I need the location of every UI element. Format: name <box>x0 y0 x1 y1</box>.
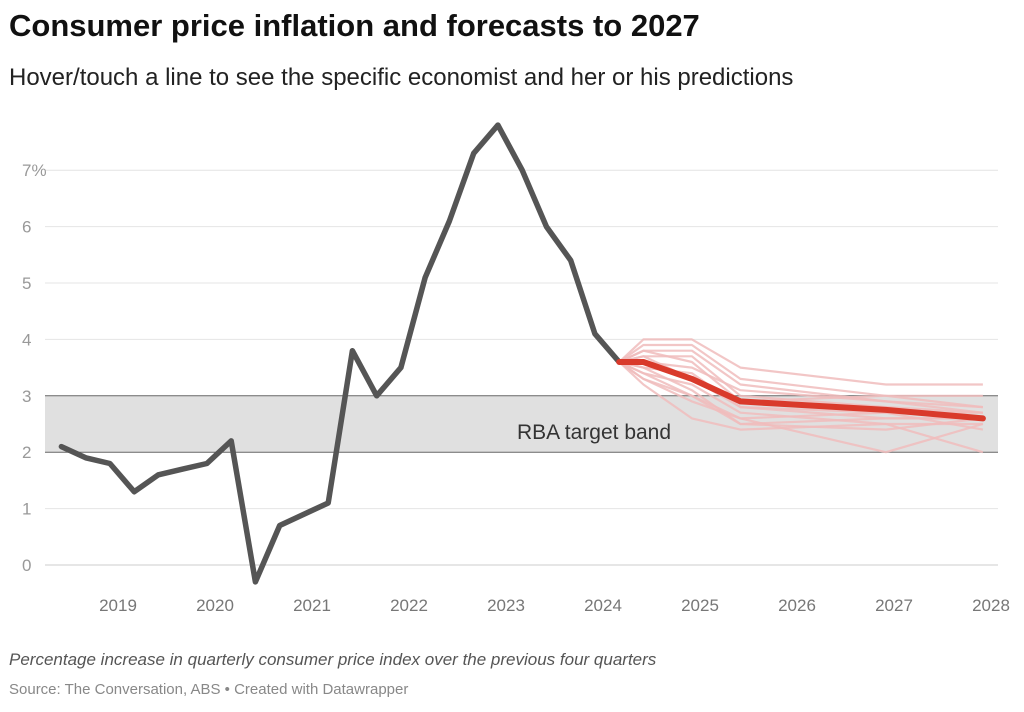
economist-forecast-line[interactable] <box>618 361 984 431</box>
chart-note: Percentage increase in quarterly consume… <box>9 650 657 669</box>
band-label: RBA target band <box>517 421 671 444</box>
economist-forecast-line[interactable] <box>618 338 983 386</box>
x-tick-label: 2019 <box>99 596 137 615</box>
x-tick-label: 2024 <box>584 596 622 615</box>
chart-subtitle: Hover/touch a line to see the specific e… <box>9 64 794 91</box>
y-tick-label: 1 <box>22 500 31 519</box>
chart-source: Source: The Conversation, ABS • Created … <box>9 681 409 698</box>
x-tick-label: 2028 <box>972 596 1010 615</box>
median-forecast-line[interactable] <box>616 359 986 422</box>
y-tick-label: 7% <box>22 161 47 180</box>
economist-forecast-line[interactable] <box>618 343 984 409</box>
actual-inflation-line[interactable] <box>58 122 622 585</box>
economist-forecast-line[interactable] <box>618 361 984 454</box>
y-tick-label: 5 <box>22 274 31 293</box>
x-tick-label: 2021 <box>293 596 331 615</box>
x-tick-label: 2026 <box>778 596 816 615</box>
economist-forecast-line[interactable] <box>618 349 983 403</box>
x-tick-label: 2025 <box>681 596 719 615</box>
y-tick-label: 4 <box>22 330 31 349</box>
y-tick-label: 0 <box>22 556 31 575</box>
y-tick-label: 6 <box>22 218 31 237</box>
y-tick-label: 3 <box>22 387 31 406</box>
x-tick-label: 2023 <box>487 596 525 615</box>
x-tick-label: 2027 <box>875 596 913 615</box>
x-tick-label: 2022 <box>390 596 428 615</box>
x-tick-label: 2020 <box>196 596 234 615</box>
chart-title: Consumer price inflation and forecasts t… <box>9 8 700 43</box>
y-tick-label: 2 <box>22 443 31 462</box>
